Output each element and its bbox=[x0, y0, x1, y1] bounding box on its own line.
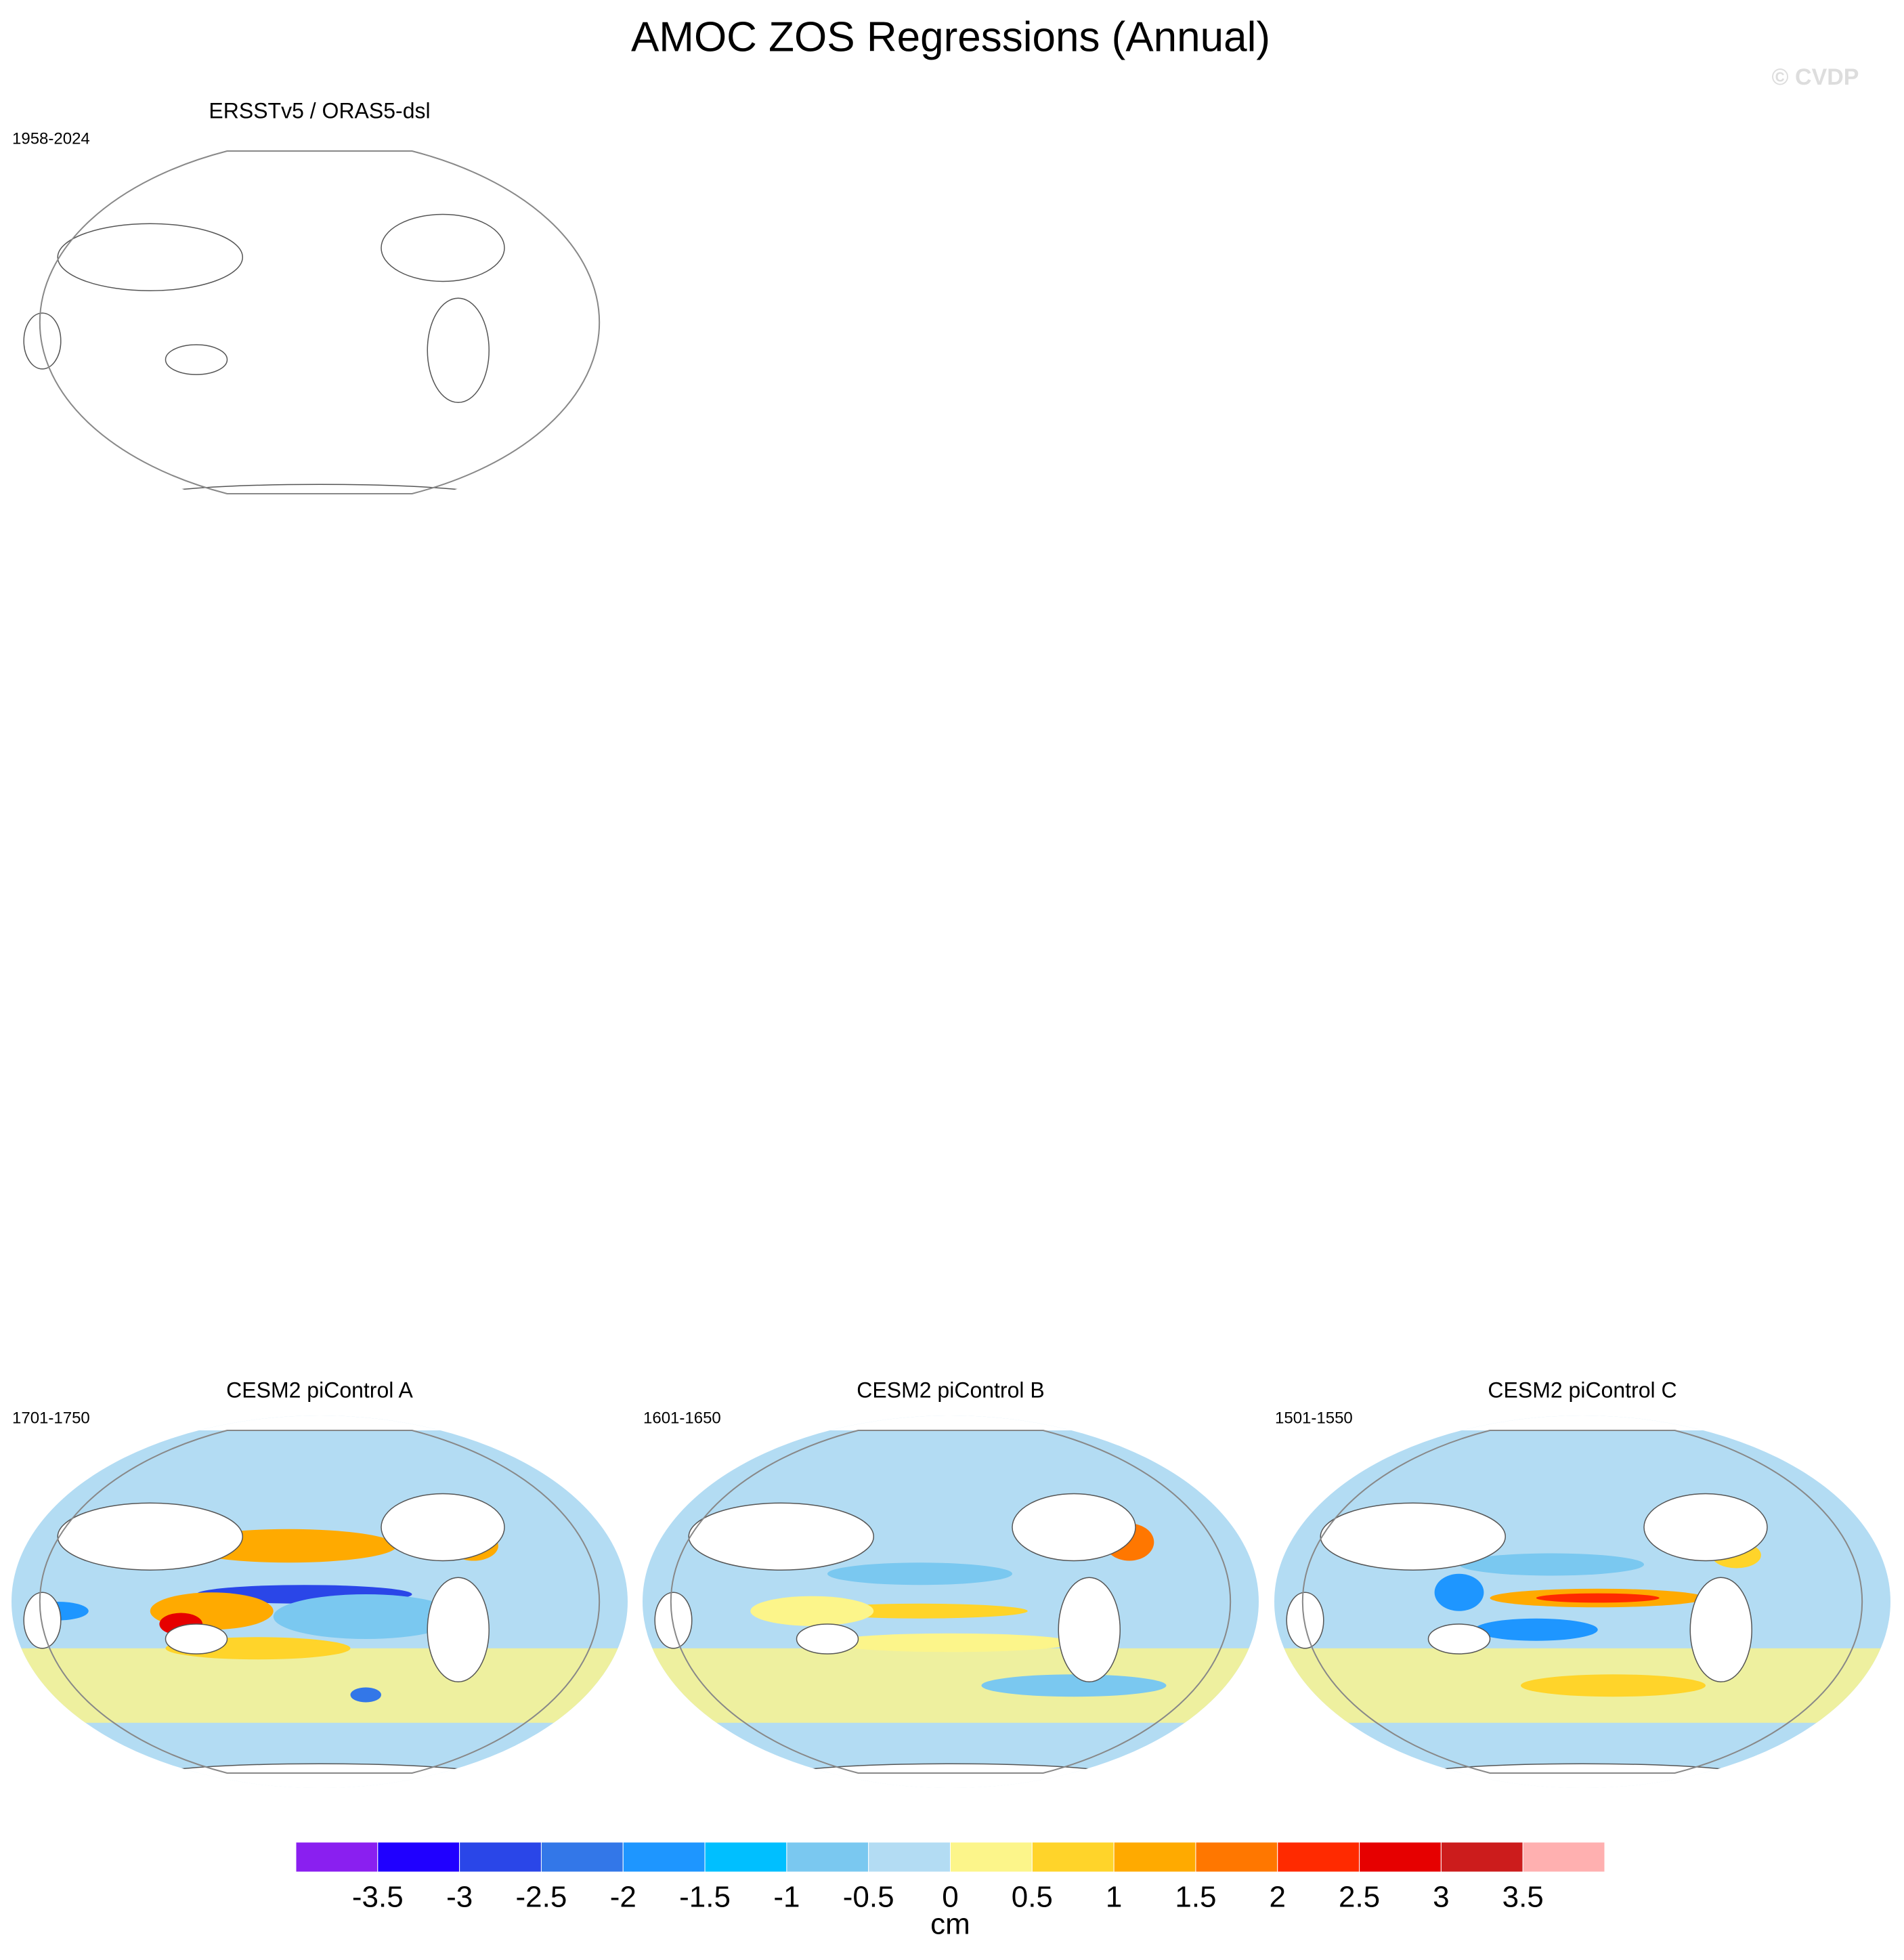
anomaly-region bbox=[350, 1687, 381, 1703]
pole-cut bbox=[1274, 1773, 1890, 1788]
land bbox=[427, 1577, 490, 1682]
anomaly-region bbox=[981, 1674, 1167, 1697]
colorbar-cell bbox=[1359, 1841, 1442, 1873]
pole-cut bbox=[1274, 1415, 1890, 1430]
map bbox=[12, 1415, 628, 1788]
panel-period: 1701-1750 bbox=[12, 1409, 90, 1427]
colorbar-tick-label: 1.5 bbox=[1175, 1881, 1216, 1914]
land bbox=[796, 1623, 859, 1655]
land bbox=[688, 1502, 874, 1571]
map bbox=[643, 1415, 1259, 1788]
land bbox=[1286, 1592, 1324, 1649]
land bbox=[1427, 1623, 1491, 1655]
panel-period: 1958-2024 bbox=[12, 129, 90, 148]
colorbar-tick-label: 0 bbox=[942, 1881, 958, 1914]
pole-cut bbox=[12, 494, 628, 509]
anomaly-region bbox=[827, 1633, 1074, 1653]
colorbar-cell bbox=[1195, 1841, 1278, 1873]
colorbar-cell bbox=[868, 1841, 951, 1873]
land bbox=[427, 297, 490, 403]
colorbar-tick-label: -3 bbox=[446, 1881, 473, 1914]
anomaly-region bbox=[1521, 1674, 1706, 1697]
anomaly-region bbox=[1459, 1553, 1644, 1576]
land bbox=[57, 223, 243, 291]
colorbar-cell bbox=[540, 1841, 624, 1873]
colorbar-cell bbox=[377, 1841, 460, 1873]
colorbar-tick-label: 2 bbox=[1270, 1881, 1286, 1914]
land bbox=[57, 1502, 243, 1571]
colorbar-tick-label: -2 bbox=[610, 1881, 636, 1914]
anomaly-region bbox=[273, 1594, 458, 1639]
map bbox=[1274, 1415, 1890, 1788]
colorbar-unit: cm bbox=[930, 1908, 970, 1941]
anomaly-region bbox=[1536, 1593, 1660, 1603]
colorbar-cell bbox=[1522, 1841, 1605, 1873]
anomaly-region bbox=[827, 1562, 1012, 1585]
colorbar-tick-label: -1.5 bbox=[679, 1881, 731, 1914]
colorbar-cell bbox=[1277, 1841, 1360, 1873]
pole-cut bbox=[12, 1415, 628, 1430]
panel-period: 1501-1550 bbox=[1275, 1409, 1353, 1427]
colorbar-cell bbox=[295, 1841, 378, 1873]
colorbar-cell bbox=[786, 1841, 869, 1873]
land bbox=[654, 1592, 693, 1649]
map bbox=[12, 136, 628, 509]
map-outline bbox=[670, 1430, 1232, 1774]
colorbar-tick-label: 2.5 bbox=[1339, 1881, 1380, 1914]
map-outline bbox=[39, 150, 601, 494]
land bbox=[1689, 1577, 1752, 1682]
land bbox=[1643, 1493, 1768, 1562]
land bbox=[165, 344, 228, 375]
colorbar-tick-label: -1 bbox=[773, 1881, 800, 1914]
land bbox=[381, 213, 505, 282]
map-outline bbox=[39, 1430, 601, 1774]
pole-cut bbox=[12, 136, 628, 151]
ocean-band bbox=[12, 1648, 628, 1723]
panels: ERSSTv5 / ORAS5-dsl 1958-2024 CESM2 piCont… bbox=[12, 98, 1890, 1788]
map-outline bbox=[1301, 1430, 1863, 1774]
pole-cut bbox=[643, 1773, 1259, 1788]
panel-title: CESM2 piControl A bbox=[226, 1378, 413, 1402]
colorbar-cell bbox=[1113, 1841, 1196, 1873]
colorbar: -3.5 -3 -2.5 -2 -1.5 -1 -0.5 0 0.5 1 1.5 2 2.5 3 3.5 cm bbox=[295, 1841, 1605, 1941]
land bbox=[1012, 1493, 1136, 1562]
panel-title: CESM2 piControl B bbox=[857, 1378, 1044, 1402]
panel-period: 1601-1650 bbox=[643, 1409, 721, 1427]
land bbox=[381, 1493, 505, 1562]
land bbox=[23, 1592, 62, 1649]
colorbar-cell bbox=[622, 1841, 706, 1873]
anomaly-region bbox=[750, 1596, 874, 1626]
colorbar-cell bbox=[1440, 1841, 1523, 1873]
colorbar-tick-label: 3 bbox=[1433, 1881, 1449, 1914]
colorbar-tick-label: 3.5 bbox=[1502, 1881, 1544, 1914]
pole-cut bbox=[12, 1773, 628, 1788]
colorbar-tick-label: 1 bbox=[1106, 1881, 1122, 1914]
land bbox=[1058, 1577, 1121, 1682]
colorbar-cell bbox=[459, 1841, 542, 1873]
ocean-base bbox=[643, 1415, 1259, 1788]
pole-cut bbox=[643, 1415, 1259, 1430]
colorbar-tick-label: -0.5 bbox=[843, 1881, 894, 1914]
land bbox=[23, 312, 62, 370]
colorbar-tick-label: -2.5 bbox=[516, 1881, 567, 1914]
colorbar-tick-label: -3.5 bbox=[352, 1881, 404, 1914]
panel-title: ERSSTv5 / ORAS5-dsl bbox=[209, 98, 430, 123]
land bbox=[165, 1623, 228, 1655]
colorbar-tick-label: 0.5 bbox=[1012, 1881, 1053, 1914]
panel-title: CESM2 piControl C bbox=[1488, 1378, 1676, 1402]
watermark: © CVDP bbox=[1772, 64, 1859, 90]
land bbox=[1320, 1502, 1506, 1571]
anomaly-region bbox=[1434, 1573, 1484, 1611]
anomaly-region bbox=[1474, 1618, 1598, 1641]
figure-title: AMOC ZOS Regressions (Annual) bbox=[631, 14, 1270, 60]
colorbar-cell bbox=[1031, 1841, 1115, 1873]
colorbar-cell bbox=[950, 1841, 1033, 1873]
colorbar-cell bbox=[704, 1841, 787, 1873]
